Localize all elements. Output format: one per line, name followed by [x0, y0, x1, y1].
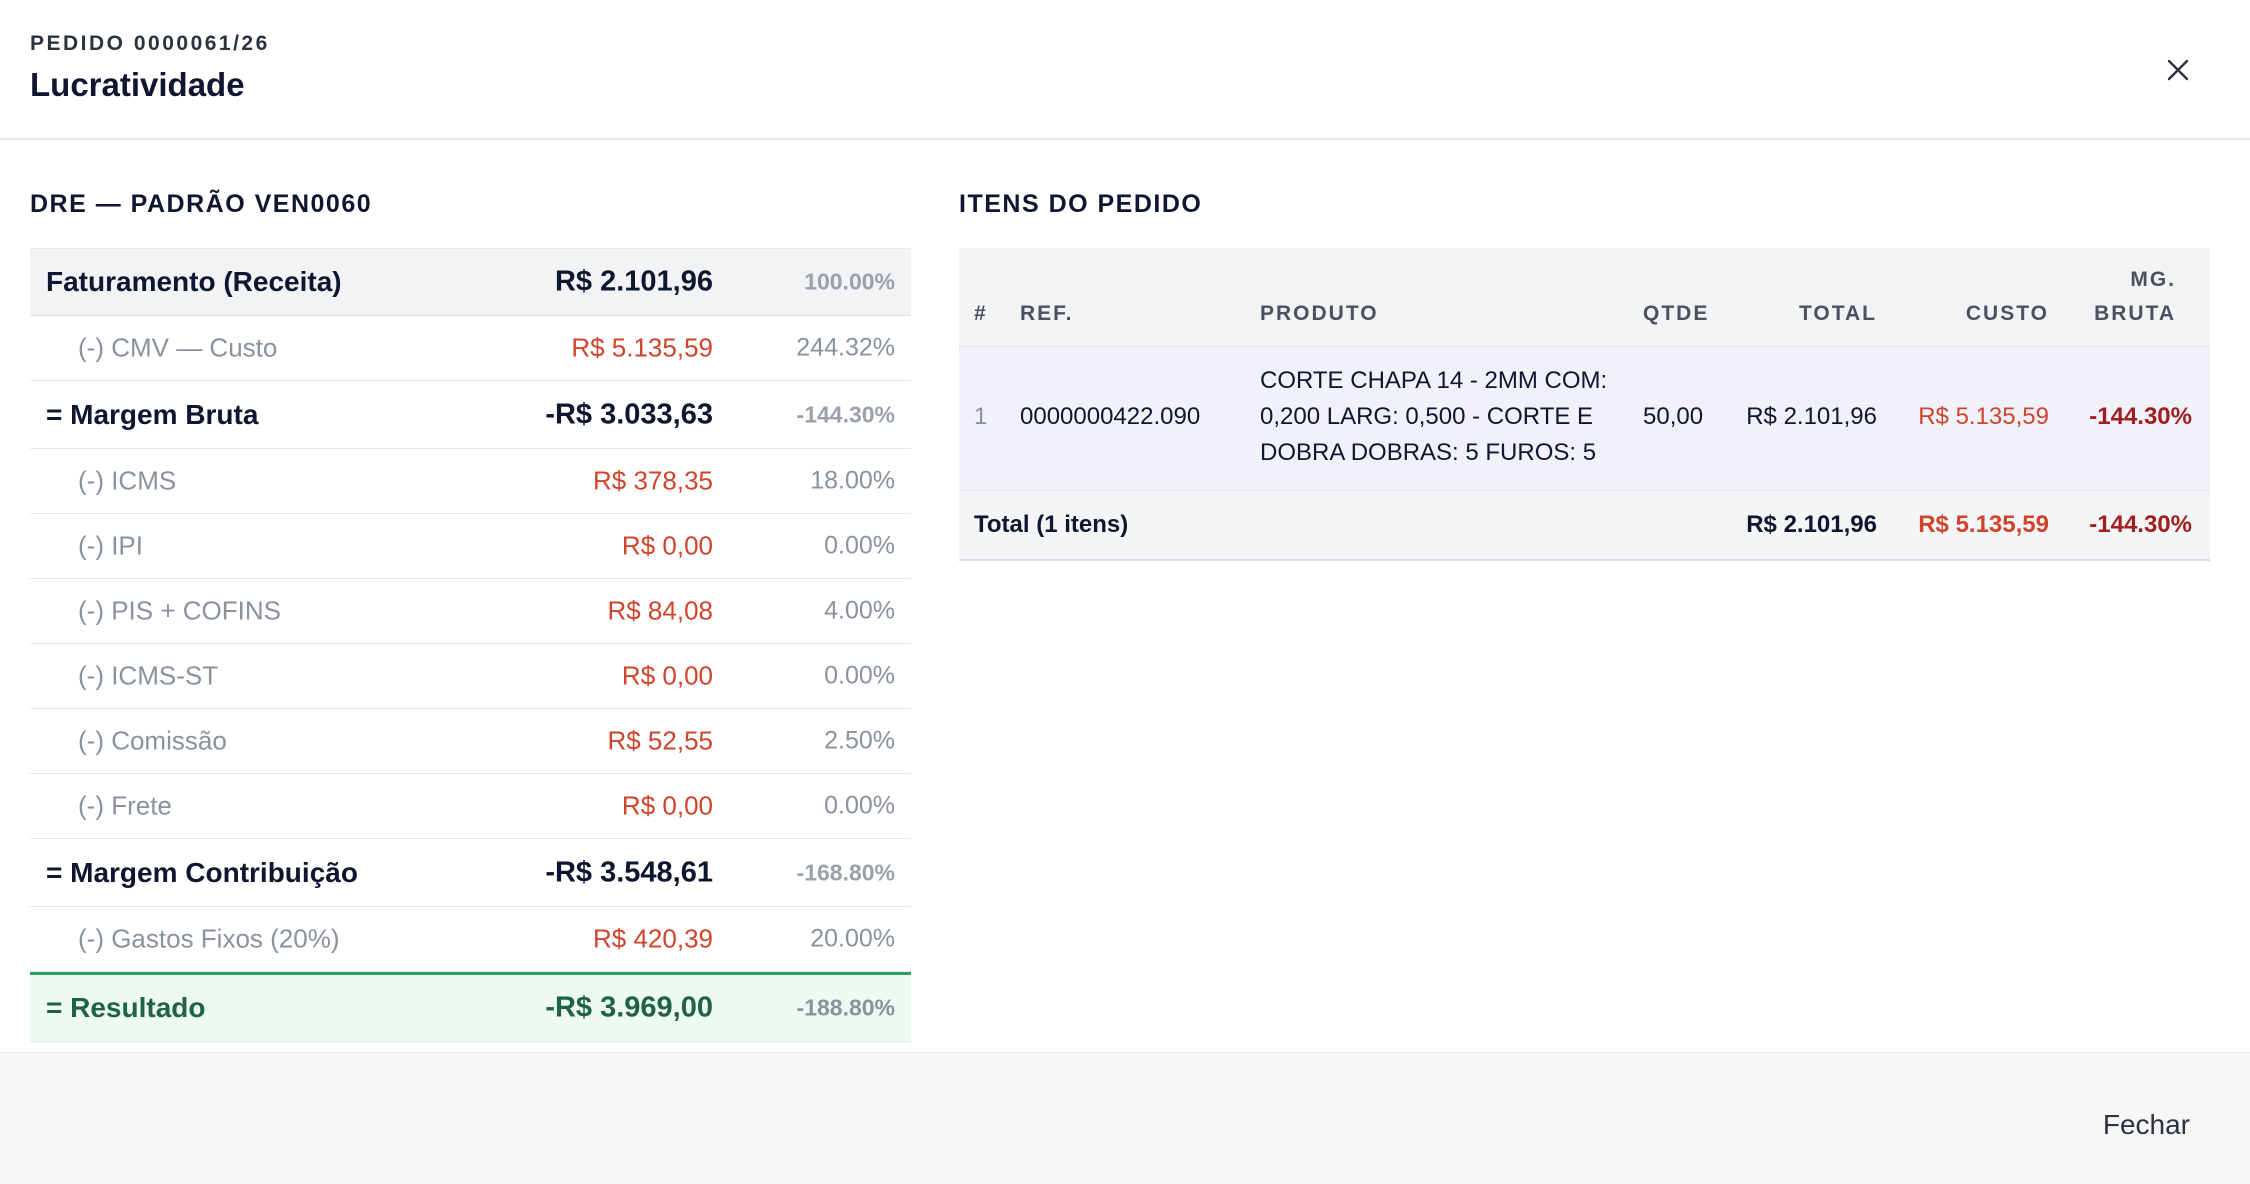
dre-row-comissao: (-) Comissão R$ 52,55 2.50% — [30, 709, 911, 774]
dre-row-value: R$ 0,00 — [621, 790, 713, 821]
dre-row-value: R$ 420,39 — [593, 923, 713, 954]
dre-row-pct: -188.80% — [796, 994, 895, 1021]
row-mg-bruta: -144.30% — [2089, 403, 2192, 430]
dre-row-pct: 18.00% — [810, 466, 895, 495]
dre-row-faturamento: Faturamento (Receita) R$ 2.101,96 100.00… — [30, 248, 911, 316]
col-header-qtde: QTDE — [1643, 302, 1710, 325]
table-row[interactable]: 1 0000000422.090 CORTE CHAPA 14 - 2MM CO… — [959, 347, 2210, 491]
row-custo: R$ 5.135,59 — [1918, 403, 2049, 430]
modal-title: Lucratividade — [30, 66, 245, 103]
total-label: Total (1 itens) — [974, 511, 1129, 538]
dre-row-value: R$ 378,35 — [593, 465, 713, 496]
row-total: R$ 2.101,96 — [1746, 403, 1877, 430]
close-icon — [2167, 59, 2189, 81]
close-button[interactable] — [2156, 48, 2200, 92]
dre-row-label: Faturamento (Receita) — [46, 266, 342, 297]
row-produto-line2: 0,200 LARG: 0,500 - CORTE E — [1260, 403, 1594, 430]
dre-row-value: R$ 0,00 — [621, 530, 713, 561]
col-header-produto: PRODUTO — [1260, 302, 1379, 325]
close-footer-button[interactable]: Fechar — [2102, 1109, 2190, 1140]
dre-row-label: (-) IPI — [78, 530, 143, 561]
dre-row-label: (-) CMV — Custo — [78, 332, 278, 363]
dre-row-pct: 0.00% — [824, 661, 895, 690]
dre-row-label: = Margem Bruta — [46, 398, 259, 430]
modal-footer: Fechar — [0, 1052, 2250, 1184]
col-header-mg-line1: MG. — [2130, 268, 2176, 291]
row-num: 1 — [974, 403, 988, 430]
dre-row-pct: 244.32% — [796, 333, 895, 362]
dre-row-label: (-) Comissão — [78, 725, 227, 756]
dre-row-cmv: (-) CMV — Custo R$ 5.135,59 244.32% — [30, 316, 911, 381]
dre-row-ipi: (-) IPI R$ 0,00 0.00% — [30, 514, 911, 579]
row-ref: 0000000422.090 — [1020, 403, 1201, 430]
col-header-total: TOTAL — [1798, 302, 1877, 325]
dre-row-value: R$ 2.101,96 — [554, 265, 713, 298]
row-produto-line1: CORTE CHAPA 14 - 2MM COM: — [1260, 367, 1608, 394]
dre-row-value: -R$ 3.548,61 — [545, 856, 713, 888]
dre-row-label: (-) Frete — [78, 790, 172, 821]
dre-row-label: (-) PIS + COFINS — [78, 595, 281, 626]
items-section-title: ITENS DO PEDIDO — [959, 190, 1203, 218]
dre-table: Faturamento (Receita) R$ 2.101,96 100.00… — [30, 248, 911, 1042]
dre-row-label: (-) ICMS — [78, 465, 177, 496]
dre-section-title: DRE — PADRÃO VEN0060 — [30, 190, 373, 218]
col-header-ref: REF. — [1020, 302, 1074, 325]
dre-row-label: = Margem Contribuição — [46, 856, 358, 888]
dre-row-value: R$ 5.135,59 — [571, 332, 713, 363]
dre-row-value: R$ 0,00 — [621, 660, 713, 691]
dre-row-value: R$ 52,55 — [607, 725, 713, 756]
col-header-mg-line2: BRUTA — [2094, 302, 2176, 325]
dre-row-value: R$ 84,08 — [607, 595, 713, 626]
dre-row-pct: 2.50% — [824, 726, 895, 755]
dre-row-pct: 0.00% — [824, 531, 895, 560]
dre-row-gastos-fixos: (-) Gastos Fixos (20%) R$ 420,39 20.00% — [30, 907, 911, 972]
dre-row-label: (-) Gastos Fixos (20%) — [78, 923, 340, 954]
dre-row-pct: 20.00% — [810, 924, 895, 953]
dre-row-pct: -168.80% — [796, 859, 895, 885]
dre-row-pct: 4.00% — [824, 596, 895, 625]
dre-row-pct: -144.30% — [796, 401, 895, 427]
dre-row-label: (-) ICMS-ST — [78, 660, 219, 691]
row-qtde: 50,00 — [1643, 403, 1704, 430]
dre-row-label: = Resultado — [46, 992, 206, 1023]
order-number: PEDIDO 0000061/26 — [30, 32, 270, 55]
dre-row-frete: (-) Frete R$ 0,00 0.00% — [30, 774, 911, 839]
dre-row-icms-st: (-) ICMS-ST R$ 0,00 0.00% — [30, 644, 911, 709]
dre-row-resultado: = Resultado -R$ 3.969,00 -188.80% — [30, 972, 911, 1042]
total-custo: R$ 5.135,59 — [1918, 511, 2049, 538]
modal-header: PEDIDO 0000061/26 Lucratividade — [0, 0, 2250, 140]
items-table-header: # REF. PRODUTO QTDE TOTAL CUSTO MG. BRUT… — [959, 248, 2210, 347]
items-table-total: Total (1 itens) R$ 2.101,96 R$ 5.135,59 … — [959, 491, 2210, 561]
total-mg-bruta: -144.30% — [2089, 511, 2192, 538]
row-produto-line3: DOBRA DOBRAS: 5 FUROS: 5 — [1260, 439, 1597, 466]
total-value: R$ 2.101,96 — [1746, 511, 1877, 538]
dre-row-margem-bruta: = Margem Bruta -R$ 3.033,63 -144.30% — [30, 381, 911, 449]
col-header-num: # — [974, 302, 988, 325]
dre-row-pct: 100.00% — [804, 268, 895, 295]
dre-row-pis-cofins: (-) PIS + COFINS R$ 84,08 4.00% — [30, 579, 911, 644]
col-header-custo: CUSTO — [1965, 302, 2049, 325]
dre-row-icms: (-) ICMS R$ 378,35 18.00% — [30, 449, 911, 514]
dre-row-pct: 0.00% — [824, 791, 895, 820]
items-table: # REF. PRODUTO QTDE TOTAL CUSTO MG. BRUT… — [959, 248, 2210, 561]
dre-row-value: -R$ 3.033,63 — [545, 398, 713, 430]
dre-row-value: -R$ 3.969,00 — [545, 991, 713, 1024]
dre-row-margem-contribuicao: = Margem Contribuição -R$ 3.548,61 -168.… — [30, 839, 911, 907]
